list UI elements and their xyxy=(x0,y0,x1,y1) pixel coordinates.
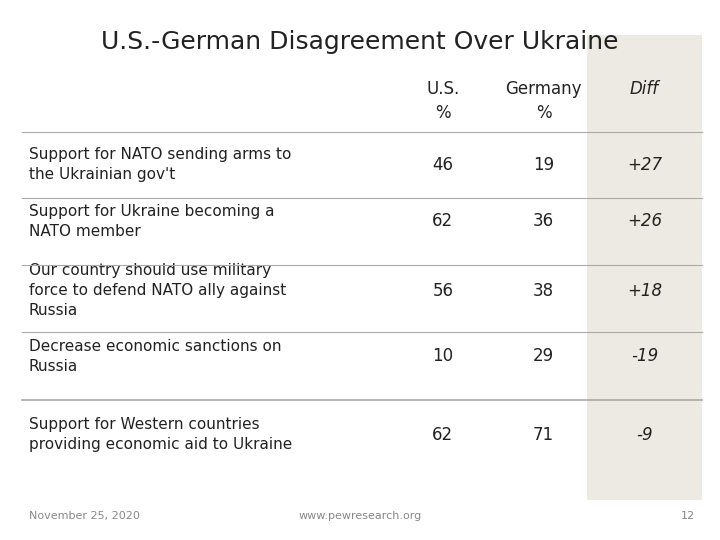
Text: 36: 36 xyxy=(533,212,554,231)
Text: Support for NATO sending arms to
the Ukrainian gov't: Support for NATO sending arms to the Ukr… xyxy=(29,147,291,183)
Text: 10: 10 xyxy=(432,347,454,366)
Text: www.pewresearch.org: www.pewresearch.org xyxy=(298,511,422,521)
Text: +26: +26 xyxy=(627,212,662,231)
Text: Our country should use military
force to defend NATO ally against
Russia: Our country should use military force to… xyxy=(29,262,286,319)
Text: 19: 19 xyxy=(533,156,554,174)
Text: -19: -19 xyxy=(631,347,658,366)
Text: +18: +18 xyxy=(627,281,662,300)
Text: Decrease economic sanctions on
Russia: Decrease economic sanctions on Russia xyxy=(29,339,282,374)
Text: %: % xyxy=(435,104,451,123)
Text: 12: 12 xyxy=(680,511,695,521)
Text: 62: 62 xyxy=(432,212,454,231)
Text: 46: 46 xyxy=(432,156,454,174)
Text: U.S.-German Disagreement Over Ukraine: U.S.-German Disagreement Over Ukraine xyxy=(102,30,618,53)
Text: Support for Western countries
providing economic aid to Ukraine: Support for Western countries providing … xyxy=(29,417,292,453)
Text: +27: +27 xyxy=(627,156,662,174)
Text: -9: -9 xyxy=(636,426,653,444)
Text: 56: 56 xyxy=(432,281,454,300)
Text: Support for Ukraine becoming a
NATO member: Support for Ukraine becoming a NATO memb… xyxy=(29,204,274,239)
Text: 29: 29 xyxy=(533,347,554,366)
Text: Diff: Diff xyxy=(630,80,659,98)
Text: U.S.: U.S. xyxy=(426,80,459,98)
Text: Germany: Germany xyxy=(505,80,582,98)
Text: 38: 38 xyxy=(533,281,554,300)
Text: 71: 71 xyxy=(533,426,554,444)
Text: 62: 62 xyxy=(432,426,454,444)
Text: %: % xyxy=(536,104,552,123)
Text: November 25, 2020: November 25, 2020 xyxy=(29,511,140,521)
